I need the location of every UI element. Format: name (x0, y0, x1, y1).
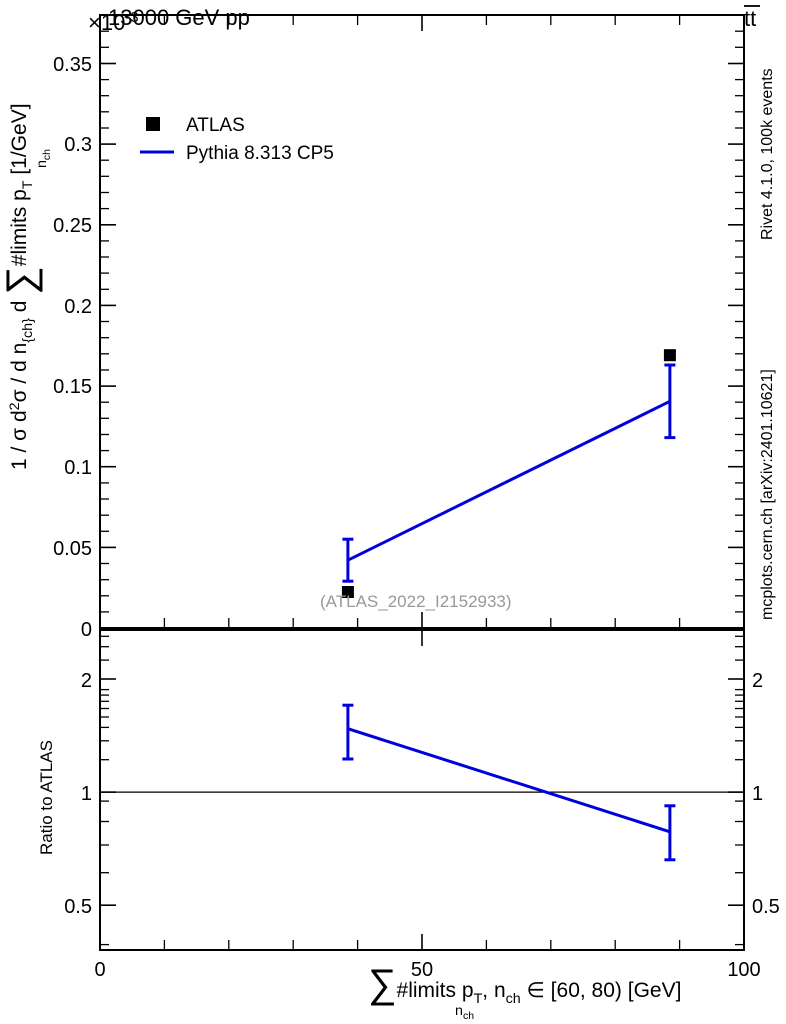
main-y-minor-ticks (100, 30, 744, 613)
ratio-x-ticks (99, 630, 745, 950)
ratio-y-ticks (100, 635, 744, 946)
x-axis-sum-subscript: nch (455, 1003, 474, 1022)
main-y-axis-sum-subscript: nch (34, 149, 53, 168)
ratio-panel: 0.5 1 2 0.5 1 2 (37, 629, 780, 951)
x-axis-title: ∑#limits pT, nch ∈ [60, 80) [GeV] (368, 962, 681, 1007)
side-labels-group: Rivet 4.1.0, 100k events mcplots.cern.ch… (759, 68, 776, 620)
ytick-label: 0.3 (64, 134, 92, 156)
ratio-ytick-label: 0.5 (64, 896, 92, 918)
ratio-y-axis-title: Ratio to ATLAS (37, 740, 56, 855)
xtick-label: 50 (411, 959, 433, 981)
ratio-ytick-label-right: 2 (752, 670, 763, 692)
mcplots-source-label: mcplots.cern.ch [arXiv:2401.10621] (759, 369, 776, 620)
ratio-pythia-series (342, 703, 676, 862)
x-axis-labels: 0 50 100 ∑#limits pT, nch ∈ [60, 80) [Ge… (94, 959, 760, 1022)
ytick-label: 0.2 (64, 296, 92, 318)
main-ylabel-group: 1 / σ d2σ / d n{ch} d ∑#limits pT [1/GeV… (0, 103, 53, 470)
legend-label-pythia: Pythia 8.313 CP5 (186, 143, 334, 164)
xtick-label: 0 (94, 959, 105, 981)
y-scale-factor-label: ×10-3 (88, 9, 139, 35)
ytick-label: 0 (81, 619, 92, 641)
ratio-panel-frame (99, 629, 745, 951)
ratio-errorbar-bin1 (342, 703, 354, 761)
legend-marker-atlas (146, 117, 160, 131)
ratio-ytick-label: 1 (81, 783, 92, 805)
main-y-tick-labels: 0 0.05 0.1 0.15 0.2 0.25 0.3 0.35 (53, 54, 92, 641)
ratio-errorbar-bin2 (664, 804, 676, 862)
ytick-label: 0.25 (53, 215, 92, 237)
atlas-data-point (663, 349, 676, 362)
process-label: tt (744, 5, 760, 31)
pythia-line (347, 399, 671, 562)
ratio-pythia-line (347, 727, 671, 834)
main-y-ticks (100, 62, 744, 629)
xtick-label: 100 (727, 959, 760, 981)
main-panel: 0 0.05 0.1 0.15 0.2 0.25 0.3 0.35 (53, 14, 745, 641)
ytick-label: 0.1 (64, 457, 92, 479)
process-label-text: tt (744, 6, 756, 31)
atlas-data-point (341, 586, 354, 598)
ytick-label: 0.35 (53, 54, 92, 76)
rivet-version-label: Rivet 4.1.0, 100k events (759, 68, 776, 240)
legend-label-atlas: ATLAS (186, 115, 245, 136)
header-group: 13000 GeV pp ×10-3 tt (88, 5, 760, 35)
ratio-y-tick-labels: 0.5 1 2 0.5 1 2 (64, 670, 780, 918)
legend: ATLAS Pythia 8.313 CP5 (140, 115, 334, 164)
atlas-series (341, 349, 676, 598)
ratio-ytick-label-right: 1 (752, 783, 763, 805)
analysis-watermark: (ATLAS_2022_I2152933) (320, 592, 512, 611)
ytick-label: 0.15 (53, 376, 92, 398)
ratio-ytick-label-right: 0.5 (752, 896, 780, 918)
pythia-series (342, 363, 676, 583)
main-y-axis-title: 1 / σ d2σ / d n{ch} d ∑#limits pT [1/GeV… (0, 103, 43, 470)
ratio-ytick-label: 2 (81, 670, 92, 692)
main-x-ticks (99, 15, 745, 628)
pythia-errorbar-bin2 (664, 363, 676, 440)
ytick-label: 0.05 (53, 538, 92, 560)
pythia-errorbar-bin1 (342, 537, 354, 583)
main-panel-frame (99, 14, 745, 629)
beam-energy-label: 13000 GeV pp (108, 5, 250, 30)
